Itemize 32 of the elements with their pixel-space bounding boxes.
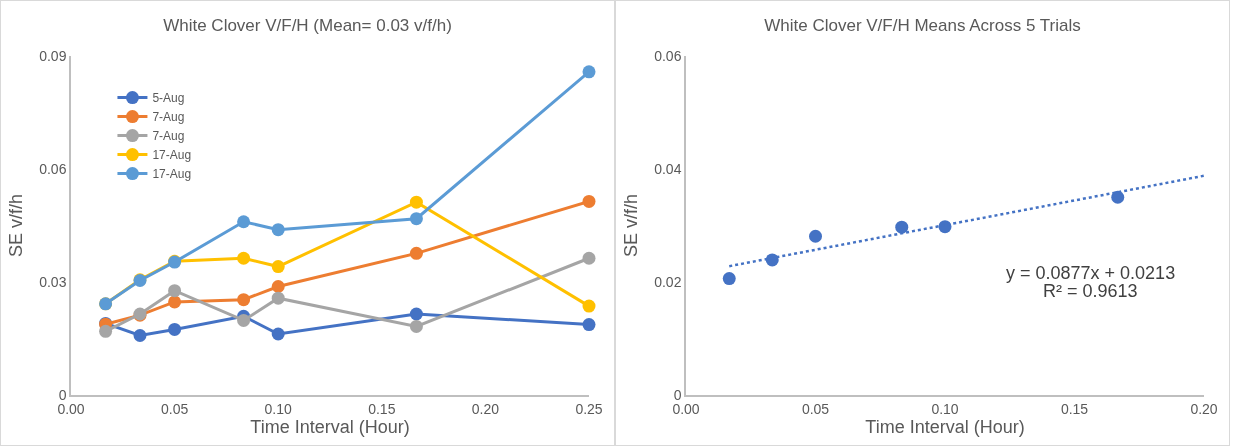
y-tick-label: 0.09 — [39, 47, 67, 64]
x-tick-label: 0.20 — [471, 400, 500, 417]
annotation: y = 0.0877x + 0.0213 — [1006, 263, 1176, 283]
legend-label: 17-Aug — [152, 148, 192, 163]
y-tick-label: 0 — [58, 386, 67, 403]
y-tick-label: 0 — [673, 386, 682, 403]
legend-label: 5-Aug — [152, 91, 185, 106]
legend-label: 7-Aug — [152, 110, 185, 125]
legend-label: 17-Aug — [152, 167, 192, 182]
annotation: R² = 0.9613 — [1043, 281, 1138, 301]
y-tick-label: 0.02 — [654, 273, 682, 290]
x-tick-label: 0.00 — [672, 400, 700, 417]
x-tick-label: 0.20 — [1190, 400, 1218, 417]
x-tick-label: 0.15 — [1060, 400, 1089, 417]
x-tick-label: 0.10 — [931, 400, 959, 417]
x-tick-label: 0.05 — [160, 400, 189, 417]
y-axis-title: SE v/f/h — [620, 193, 641, 258]
chart-title: White Clover V/F/H (Mean= 0.03 v/f/h) — [163, 15, 452, 35]
y-tick-label: 0.03 — [39, 273, 67, 290]
chart-title: White Clover V/F/H Means Across 5 Trials — [764, 15, 1081, 35]
x-tick-label: 0.10 — [264, 400, 293, 417]
x-tick-label: 0.25 — [575, 400, 603, 417]
x-tick-label: 0.15 — [368, 400, 396, 417]
x-axis-title: Time Interval (Hour) — [865, 416, 1025, 437]
y-tick-label: 0.04 — [654, 160, 682, 177]
x-tick-label: 0.05 — [801, 400, 830, 417]
y-axis-title: SE v/f/h — [5, 193, 26, 258]
legend-label: 7-Aug — [152, 129, 185, 144]
x-tick-label: 0.00 — [57, 400, 85, 417]
y-tick-label: 0.06 — [654, 47, 682, 64]
x-axis-title: Time Interval (Hour) — [250, 416, 410, 437]
y-tick-label: 0.06 — [39, 160, 67, 177]
